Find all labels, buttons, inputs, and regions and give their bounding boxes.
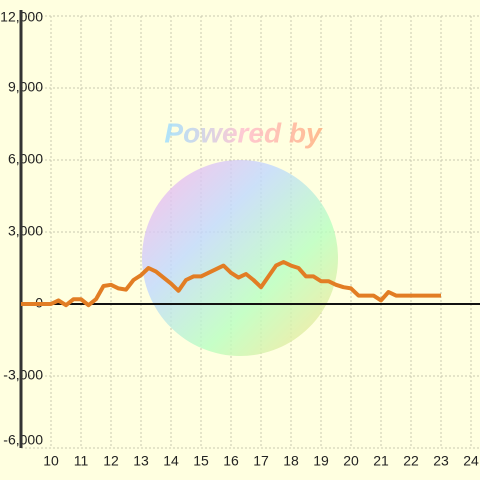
watermark-logo: [142, 160, 338, 356]
data-line: [21, 260, 441, 308]
x-tick-label: 19: [313, 453, 329, 469]
x-tick-label: 15: [193, 453, 209, 469]
watermark-text: Powered by: [164, 117, 323, 148]
x-tick-label: 10: [43, 453, 59, 469]
x-tick-label: 16: [223, 453, 239, 469]
x-tick-label: 11: [74, 453, 89, 469]
y-tick-label: -3,000: [3, 367, 43, 383]
x-tick-label: 18: [283, 453, 299, 469]
x-tick-label: 14: [163, 453, 179, 469]
x-tick-label: 17: [253, 453, 269, 469]
x-tick-label: 24: [463, 453, 479, 469]
plot: -6,000-3,00003,0006,0009,00012,000101112…: [0, 9, 480, 469]
y-tick-label: 9,000: [8, 79, 43, 95]
x-tick-label: 23: [433, 453, 449, 469]
x-tick-label: 22: [403, 453, 419, 469]
x-tick-label: 12: [103, 453, 119, 469]
y-tick-label: 6,000: [8, 151, 43, 167]
x-tick-label: 21: [373, 453, 389, 469]
x-tick-label: 20: [343, 453, 359, 469]
y-tick-label: -6,000: [3, 432, 43, 448]
y-tick-label: 3,000: [8, 223, 43, 239]
x-tick-label: 13: [133, 453, 149, 469]
